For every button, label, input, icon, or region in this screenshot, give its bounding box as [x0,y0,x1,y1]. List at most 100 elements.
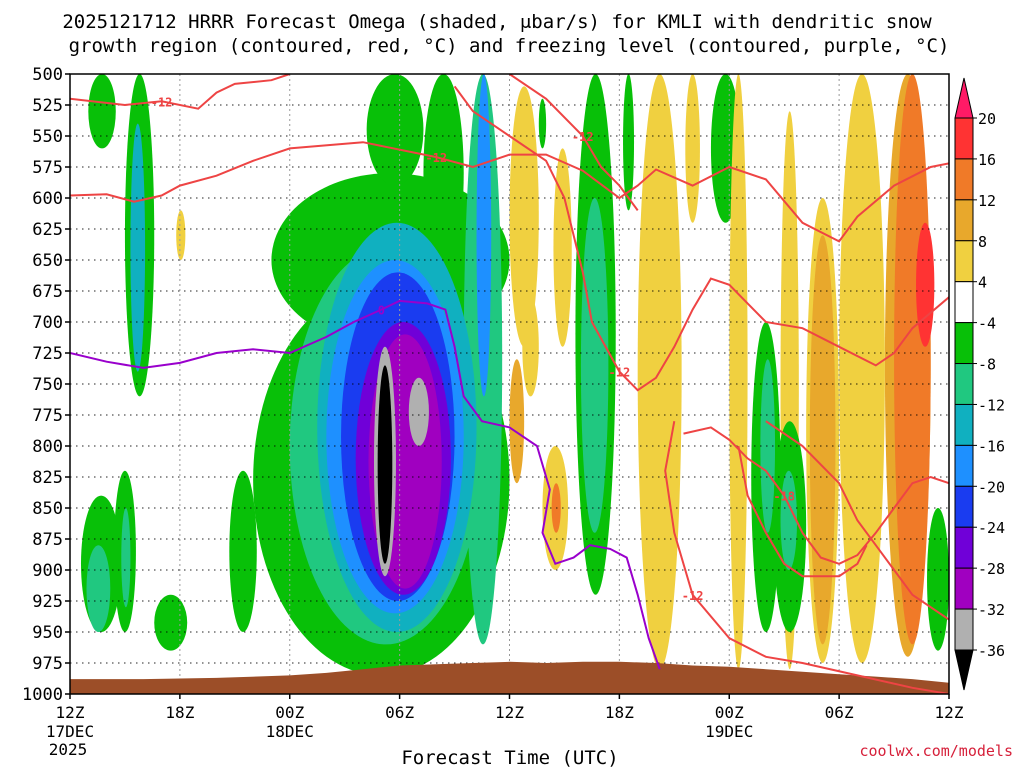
omega-cell [130,123,146,372]
temperature-contour [508,74,639,211]
credit-text: coolwx.com/models [859,742,1013,760]
colorbar-label: -4 [978,315,996,333]
x-tick-label: 06Z [825,703,854,722]
y-tick-label: 500 [32,65,63,85]
omega-cell [366,74,424,186]
x-tick-label: 12Z [935,703,964,722]
colorbar-label: -24 [978,519,1005,537]
omega-cell [377,365,393,564]
omega-shading [80,74,949,676]
y-tick-label: 825 [32,468,63,488]
y-tick-label: 850 [32,499,63,519]
contour-label: -18 [773,490,795,504]
omega-cell [809,235,836,645]
omega-cell [538,98,547,149]
colorbar-segment [954,158,974,201]
colorbar-label: 20 [978,110,996,128]
omega-cell [553,148,572,347]
y-tick-label: 625 [32,220,63,240]
temperature-contour [70,299,661,670]
colorbar-label: 16 [978,151,996,169]
omega-cell [423,74,464,273]
contour-label: -12 [151,95,173,109]
colorbar-segment [954,363,974,405]
contour-label: -12 [682,589,704,603]
colorbar-segment [954,322,974,365]
temperature-contour [453,85,949,392]
y-tick-label: 775 [32,406,63,426]
y-tick-label: 550 [32,127,63,147]
colorbar-label: 12 [978,192,996,210]
omega-cell [229,470,257,632]
x-tick-year: 2025 [49,740,88,759]
y-tick-label: 1000 [22,685,63,705]
y-tick-label: 575 [32,158,63,178]
temperature-contour [765,420,949,621]
x-tick-label: 06Z [385,703,414,722]
colorbar-label: -8 [978,356,996,374]
contour-label: -12 [609,366,631,380]
colorbar-label: 4 [978,274,987,292]
omega-colorbar: 20 16 12 8 4 -4 -8 -12 -16 -20 -24 -28 -32 -36 [954,77,1005,691]
x-axis-label: Forecast Time (UTC) [401,747,618,768]
omega-cell [894,74,931,645]
pressure-axis: 500 525 550 575 600 625 650 675 700 725 750 775 800 8… [22,65,70,705]
x-tick-label: 00Z [275,703,304,722]
x-tick-date: 19DEC [705,722,753,741]
y-tick-label: 950 [32,623,63,643]
colorbar-segment [954,485,974,528]
temperature-contour [70,74,291,110]
colorbar-segment [954,77,974,119]
omega-cell [685,74,700,223]
colorbar-segment [954,649,974,691]
temperature-contour [70,141,949,243]
y-tick-label: 525 [32,96,63,116]
temperature-contour [683,426,949,565]
x-tick-label: 12Z [56,703,85,722]
omega-cell [927,508,949,651]
omega-cell [916,222,935,347]
omega-cell [154,594,188,651]
omega-cell [88,74,116,149]
y-tick-label: 725 [32,344,63,364]
contour-label: -12 [425,151,447,165]
x-tick-date: 18DEC [266,722,314,741]
omega-cell [580,198,609,533]
omega-cell [121,507,131,608]
colorbar-label: -36 [978,642,1005,660]
terrain-surface [70,661,949,694]
temperature-contours: -12 -12 -12 -12 -18 -12 0 [70,74,949,694]
chart-title-line1: 2025121712 HRRR Forecast Omega (shaded, … [62,11,932,33]
y-tick-label: 900 [32,561,63,581]
omega-cell [522,297,539,397]
colorbar-label: -28 [978,560,1005,578]
contour-label: 0 [378,304,385,318]
colorbar-segment [954,608,974,651]
x-tick-label: 12Z [495,703,524,722]
x-tick-date: 17DEC [46,722,94,741]
y-tick-label: 650 [32,251,63,271]
chart-title-line2: growth region (contoured, red, °C) and f… [69,35,950,57]
contour-label: -12 [572,130,594,144]
omega-cell [176,210,186,260]
omega-cell [408,377,429,446]
x-tick-label: 00Z [715,703,744,722]
y-tick-label: 875 [32,530,63,550]
colorbar-label: -32 [978,601,1005,619]
y-tick-label: 750 [32,375,63,395]
colorbar-segment [954,117,974,160]
omega-cell [780,470,798,570]
y-tick-label: 675 [32,282,63,302]
colorbar-label: -16 [978,437,1005,455]
x-tick-label: 18Z [165,703,194,722]
colorbar-segment [954,526,974,569]
colorbar-segment [954,403,974,446]
omega-cell [86,545,111,632]
x-tick-label: 18Z [605,703,634,722]
y-tick-label: 800 [32,437,63,457]
colorbar-segment [954,567,974,610]
colorbar-segment [954,281,974,324]
omega-cell [839,74,885,663]
